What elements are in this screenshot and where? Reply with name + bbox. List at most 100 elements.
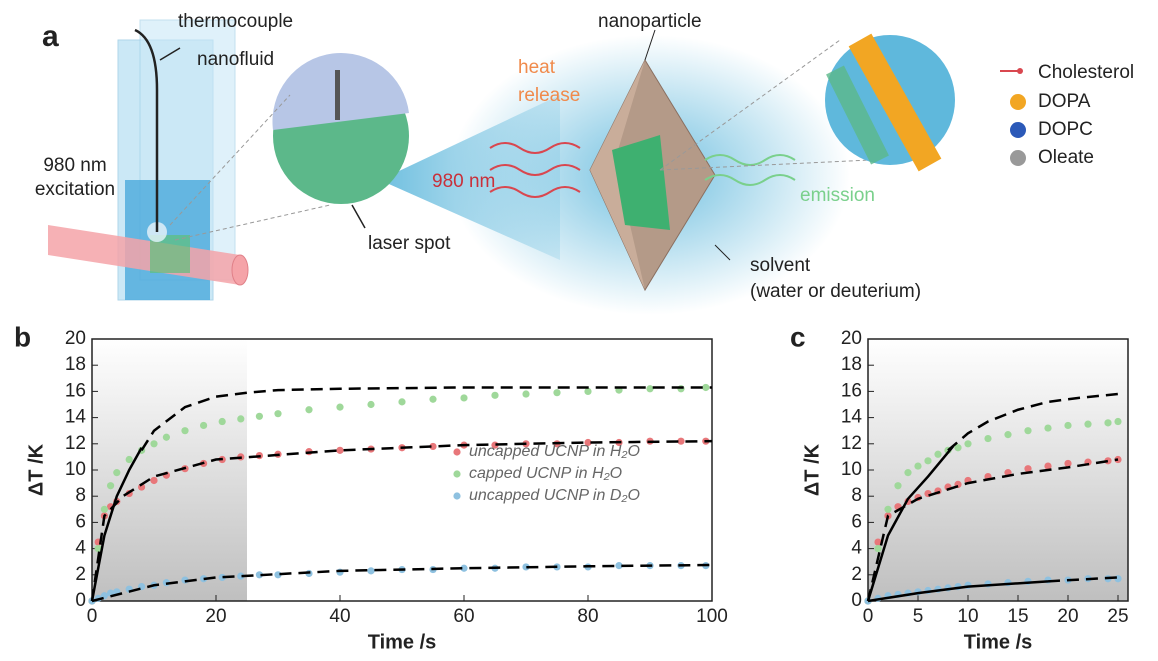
- data-point: [522, 390, 530, 398]
- data-point: [181, 427, 189, 435]
- y-axis-label: ΔT /K: [25, 443, 47, 496]
- data-point: [1104, 419, 1112, 427]
- fit-line: [866, 458, 1119, 602]
- y-tick-label: 2: [75, 564, 86, 585]
- x-axis-label: Time /s: [964, 631, 1033, 653]
- legend-label: Cholesterol: [1038, 62, 1134, 83]
- data-point: [1024, 427, 1032, 435]
- x-tick-label: 60: [453, 606, 474, 627]
- y-tick-label: 18: [65, 354, 86, 375]
- label: heat: [518, 57, 556, 78]
- legend-marker: [453, 448, 461, 456]
- fit-line: [947, 392, 1119, 452]
- data-point: [162, 433, 170, 441]
- x-tick-label: 25: [1107, 606, 1128, 627]
- data-point: [615, 562, 623, 570]
- data-point: [954, 444, 962, 452]
- legend-marker: [453, 492, 461, 500]
- y-tick-label: 0: [851, 590, 862, 611]
- label: excitation: [35, 179, 115, 200]
- y-tick-label: 6: [851, 511, 862, 532]
- x-tick-label: 100: [696, 606, 728, 627]
- legend-label: Oleate: [1038, 147, 1094, 168]
- data-point: [894, 482, 902, 490]
- data-point: [237, 572, 245, 580]
- y-tick-label: 10: [65, 459, 86, 480]
- label: 980 nm: [43, 155, 106, 176]
- data-point: [584, 438, 592, 447]
- data-point: [646, 385, 654, 393]
- data-point: [150, 440, 158, 448]
- data-point: [702, 383, 710, 392]
- data-point: [367, 400, 375, 409]
- legend-label: DOPC: [1038, 119, 1093, 140]
- y-tick-label: 2: [851, 564, 862, 585]
- data-point: [1004, 431, 1012, 439]
- y-tick-label: 20: [65, 328, 86, 349]
- data-point: [274, 410, 282, 418]
- y-tick-label: 0: [75, 590, 86, 611]
- data-point: [1044, 462, 1052, 470]
- data-point: [964, 440, 972, 448]
- data-point: [584, 387, 592, 395]
- label: (water or deuterium): [750, 281, 921, 302]
- data-point: [460, 394, 468, 402]
- data-point: [522, 563, 530, 571]
- fit-line: [91, 563, 713, 603]
- data-point: [336, 446, 344, 454]
- data-point: [677, 437, 685, 445]
- data-point: [904, 469, 912, 477]
- fit-line: [90, 447, 143, 602]
- y-tick-label: 8: [851, 485, 862, 506]
- legend-label: uncapped UCNP in H₂O: [469, 443, 640, 460]
- x-tick-label: 10: [957, 606, 978, 627]
- y-tick-label: 20: [841, 328, 862, 349]
- shaded-region: [868, 339, 1128, 601]
- label: emission: [800, 185, 875, 206]
- y-tick-label: 10: [841, 459, 862, 480]
- y-tick-label: 12: [65, 433, 86, 454]
- data-point: [218, 417, 226, 426]
- legend-marker: [453, 470, 461, 478]
- y-tick-label: 8: [75, 485, 86, 506]
- data-point: [1064, 421, 1072, 430]
- fit-line: [1047, 576, 1119, 583]
- x-tick-label: 40: [329, 606, 350, 627]
- data-point: [1084, 420, 1092, 428]
- legend-label: capped UCNP in H₂O: [469, 465, 622, 482]
- panel-a-drawing: [48, 19, 1026, 315]
- label: nanofluid: [197, 49, 274, 70]
- data-point: [884, 505, 892, 513]
- data-point: [924, 457, 932, 465]
- x-tick-label: 20: [1057, 606, 1078, 627]
- panel-label: b: [14, 321, 31, 352]
- label: laser spot: [368, 233, 451, 254]
- y-tick-label: 4: [75, 538, 86, 559]
- data-point: [491, 391, 499, 399]
- y-tick-label: 16: [65, 380, 86, 401]
- label: nanoparticle: [598, 11, 702, 32]
- data-point: [874, 545, 882, 553]
- data-point: [100, 505, 108, 513]
- data-point: [914, 462, 922, 470]
- data-point: [429, 395, 437, 403]
- data-point: [367, 567, 375, 575]
- panel-label: c: [790, 321, 806, 352]
- data-point: [150, 476, 158, 485]
- data-point: [218, 573, 226, 582]
- data-point: [336, 403, 344, 411]
- data-point: [255, 412, 263, 420]
- fit-line: [90, 439, 713, 602]
- y-tick-label: 18: [841, 354, 862, 375]
- x-tick-label: 5: [913, 606, 924, 627]
- data-point: [200, 421, 208, 430]
- y-tick-label: 4: [851, 538, 862, 559]
- y-tick-label: 14: [65, 407, 87, 428]
- fit-line: [140, 386, 712, 452]
- x-tick-label: 20: [205, 606, 226, 627]
- x-tick-label: 0: [87, 606, 98, 627]
- x-tick-label: 15: [1007, 606, 1028, 627]
- data-point: [200, 575, 208, 583]
- data-point: [125, 455, 133, 464]
